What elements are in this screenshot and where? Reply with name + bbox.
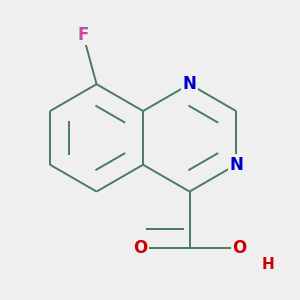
Text: N: N (229, 156, 243, 174)
Text: N: N (183, 75, 196, 93)
Text: H: H (262, 256, 275, 272)
Text: F: F (77, 26, 89, 44)
Text: O: O (232, 239, 246, 257)
Text: O: O (133, 239, 147, 257)
